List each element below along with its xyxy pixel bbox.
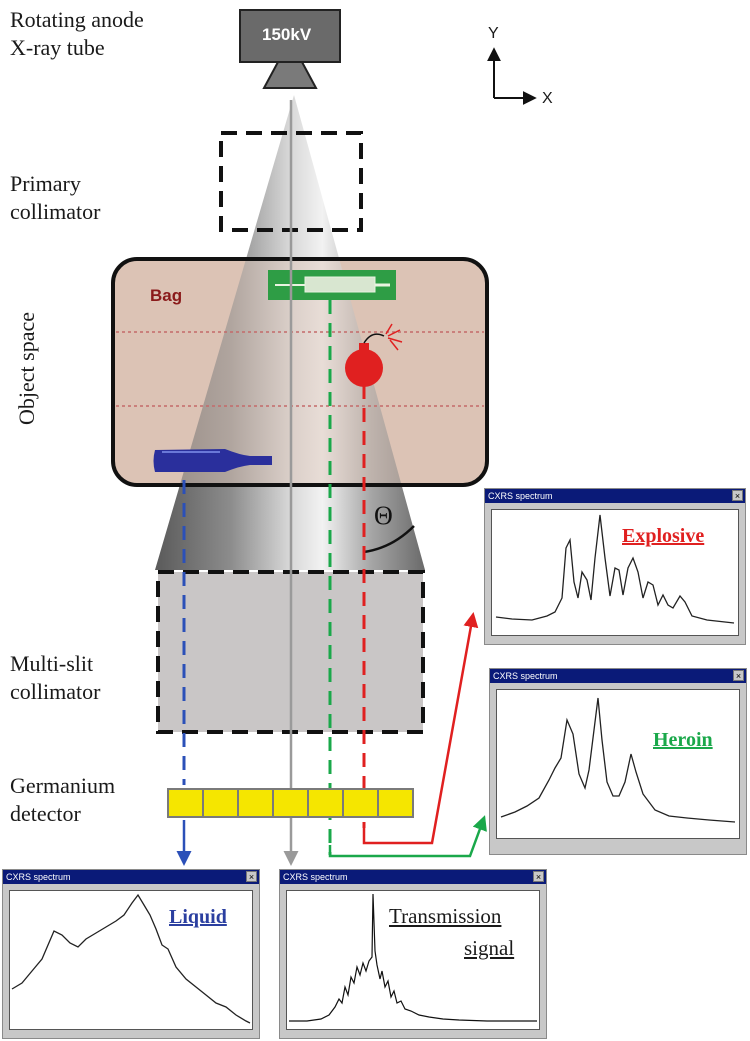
source-label-line1: Rotating anode: [10, 7, 144, 32]
tube-voltage-label: 150kV: [262, 25, 312, 44]
theta-label: Θ: [374, 501, 393, 530]
heroin-label: Heroin: [653, 729, 713, 751]
multislit-label-line2: collimator: [10, 679, 101, 704]
window-title: CXRS spectrum: [488, 491, 553, 501]
detector-label-line2: detector: [10, 801, 81, 826]
plot-area: [9, 890, 253, 1030]
germanium-detector: [167, 788, 414, 818]
heroin-arrow: [328, 815, 487, 858]
close-icon[interactable]: ×: [733, 670, 744, 681]
transmission-label-line1: Transmission: [389, 904, 502, 928]
close-icon[interactable]: ×: [246, 871, 257, 882]
syringe-icon: [268, 270, 396, 300]
object-space-label: Object space: [14, 312, 39, 425]
heroin-spectrum-window: CXRS spectrum × Heroin: [489, 668, 747, 855]
plot-area: [286, 890, 540, 1030]
liquid-spectrum-curve: [11, 893, 251, 1024]
multislit-label-line1: Multi-slit: [10, 651, 94, 676]
xray-tube: [239, 9, 341, 89]
transmission-label-line2: signal: [464, 936, 515, 960]
theta-arc: [363, 525, 415, 554]
explosive-arrow: [362, 612, 479, 845]
bottle-icon: [153, 449, 272, 472]
liquid-label: Liquid: [169, 906, 227, 928]
source-label-line2: X-ray tube: [10, 35, 105, 60]
axis-y-label: Y: [488, 25, 499, 42]
explosive-spectrum-curve: [495, 514, 735, 624]
plot-area: [496, 689, 740, 839]
close-icon[interactable]: ×: [533, 871, 544, 882]
primary-label-line2: collimator: [10, 199, 101, 224]
window-titlebar: CXRS spectrum ×: [3, 870, 259, 884]
explosive-spectrum-window: CXRS spectrum × Explosive: [484, 488, 746, 645]
axes-indicator: [487, 47, 537, 105]
window-title: CXRS spectrum: [493, 671, 558, 681]
window-titlebar: CXRS spectrum ×: [485, 489, 745, 503]
bag-label: Bag: [150, 286, 183, 305]
window-titlebar: CXRS spectrum ×: [490, 669, 746, 683]
close-icon[interactable]: ×: [732, 490, 743, 501]
transmission-spectrum-window: CXRS spectrum × Transmission signal: [279, 869, 547, 1039]
primary-label-line1: Primary: [10, 171, 81, 196]
window-titlebar: CXRS spectrum ×: [280, 870, 546, 884]
transmission-spectrum-curve: [289, 893, 537, 1022]
plot-area: [491, 509, 739, 636]
object-slices: [116, 331, 484, 407]
window-title: CXRS spectrum: [283, 872, 348, 882]
explosive-label: Explosive: [622, 525, 705, 547]
bomb-icon: [345, 323, 403, 387]
liquid-spectrum-window: CXRS spectrum × Liquid: [2, 869, 260, 1039]
window-title: CXRS spectrum: [6, 872, 71, 882]
detector-label-line1: Germanium: [10, 773, 116, 798]
axis-x-label: X: [542, 90, 553, 107]
heroin-spectrum-curve: [500, 697, 736, 823]
